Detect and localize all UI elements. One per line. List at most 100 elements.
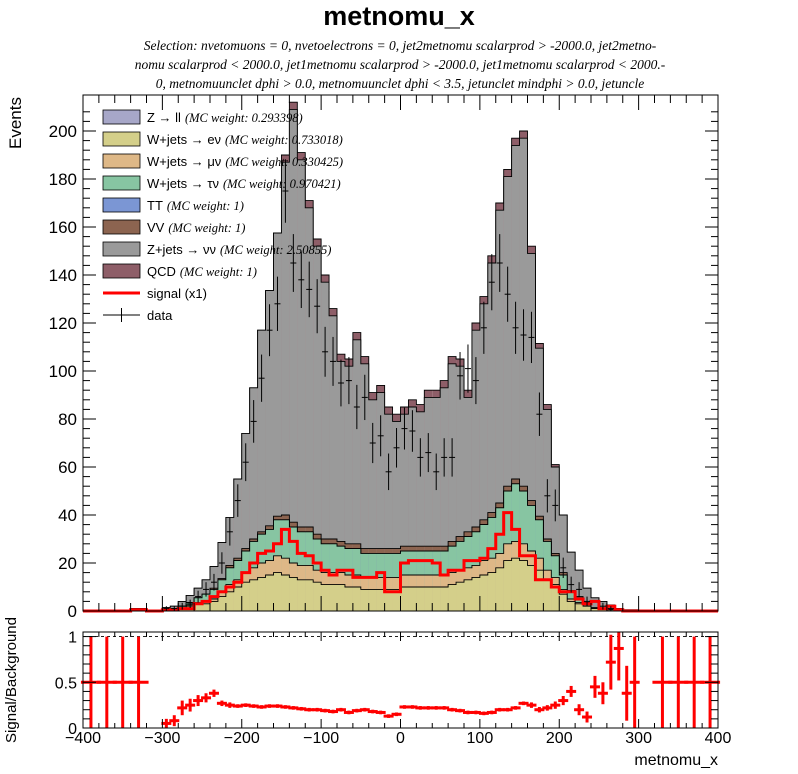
- stack-bar: [257, 577, 266, 611]
- stack-bar: [360, 589, 369, 611]
- stack-bar: [384, 414, 393, 611]
- legend-swatch: [102, 153, 141, 169]
- stack-bar: [225, 591, 234, 611]
- stack-bar: [265, 290, 274, 611]
- x-tick-label: −300: [144, 730, 180, 747]
- stack-bar: [368, 399, 377, 611]
- stack-bar: [344, 587, 353, 611]
- ratio-y-tick-label: 0.5: [55, 675, 77, 692]
- stack-bar: [479, 575, 488, 611]
- x-tick-label: −400: [65, 730, 101, 747]
- stack-bar: [392, 421, 401, 611]
- stack-bar: [456, 582, 464, 611]
- stack-bar: [503, 560, 512, 611]
- stack-bar: [591, 608, 599, 611]
- stack-bar: [575, 603, 584, 611]
- stack-bar: [329, 584, 337, 611]
- stack-bar: [440, 587, 449, 611]
- legend-swatch: [102, 131, 141, 147]
- x-axis-label: metnomu_x: [634, 752, 718, 769]
- stack-bar: [408, 587, 417, 611]
- stack-bar: [305, 207, 314, 612]
- stack-bar: [408, 407, 417, 611]
- legend-label: data: [147, 308, 173, 323]
- subtitle-line-3: 0, metnomuunclet dphi > 0.0, metnomuuncl…: [155, 76, 645, 91]
- stack-bar: [424, 397, 433, 611]
- stack-bar: [503, 176, 512, 611]
- ratio-x-axis: −400 −300 −200 −100 0 100 200 300 400 metnomu_x: [65, 632, 731, 769]
- stack-bar: [225, 517, 234, 611]
- stack-bar: [519, 560, 528, 611]
- stack-bar: [464, 397, 472, 611]
- legend-label: TT (MC weight: 1): [147, 198, 244, 213]
- ratio-y-tick-label: 1: [68, 630, 77, 647]
- main-y-axis: 0 20 40 60 80 100 120 140 160 180 200 Events: [6, 97, 718, 621]
- y-tick-label: 180: [49, 170, 77, 189]
- legend-swatch: [102, 197, 141, 213]
- stack-bar: [440, 387, 449, 611]
- chart-title: metnomu_x: [323, 1, 475, 31]
- stack-bar: [384, 589, 393, 611]
- stack-bar: [376, 589, 385, 611]
- stack-bar: [487, 572, 496, 611]
- stack-bar: [217, 542, 226, 611]
- y-tick-label: 80: [58, 410, 77, 429]
- stack-bar: [249, 579, 258, 611]
- stack-bar: [313, 582, 322, 611]
- subtitle-line-1: Selection: nvetomuons = 0, nvetoelectron…: [143, 38, 657, 53]
- y-tick-label: 160: [49, 218, 77, 237]
- stack-bar: [273, 572, 282, 611]
- y-tick-label: 140: [49, 266, 77, 285]
- stack-bar: [202, 603, 210, 611]
- stack-bar: [535, 348, 544, 611]
- stack-bar: [527, 253, 536, 611]
- x-tick-label: 400: [705, 730, 732, 747]
- stack-bar: [464, 579, 472, 611]
- stack-bar: [344, 366, 353, 611]
- stack-bar: [416, 411, 425, 611]
- legend-swatch: [102, 175, 141, 191]
- stack-bar: [257, 330, 266, 611]
- stack-bar: [241, 582, 250, 611]
- stack-bar: [432, 397, 441, 611]
- stack-bar: [400, 414, 409, 611]
- legend-swatch: [102, 241, 141, 257]
- stack-bar: [194, 603, 203, 611]
- signal-line: [83, 511, 718, 613]
- stack-series-1: [83, 557, 718, 612]
- stack-bar: [432, 587, 441, 611]
- stack-bar: [551, 467, 560, 611]
- x-tick-label: 0: [396, 730, 405, 747]
- stack-bar: [297, 579, 306, 611]
- legend-label: VV (MC weight: 1): [147, 220, 245, 235]
- stack-bar: [511, 145, 520, 611]
- legend-swatch: [102, 219, 141, 235]
- x-tick-label: 200: [546, 730, 573, 747]
- legend-label: W+jets → τν (MC weight: 0.970421): [147, 176, 341, 191]
- stack-bar: [519, 138, 528, 611]
- legend-swatch: [102, 109, 141, 125]
- stack-bar: [368, 589, 377, 611]
- stack-bar: [352, 587, 361, 611]
- stack-bar: [360, 363, 369, 611]
- stack-bar: [511, 558, 520, 611]
- stack-bar: [487, 263, 496, 611]
- stack-bar: [471, 330, 480, 611]
- stack-bar: [217, 596, 226, 611]
- stack-bar: [329, 315, 337, 611]
- legend-label: QCD (MC weight: 1): [147, 264, 257, 279]
- stack-bar: [471, 577, 480, 611]
- legend-label: W+jets → eν (MC weight: 0.733018): [147, 132, 343, 147]
- stack-bar: [456, 366, 464, 611]
- x-tick-label: 300: [625, 730, 652, 747]
- y-tick-label: 40: [58, 506, 77, 525]
- legend-label: Z+jets → νν (MC weight: 2.50855): [147, 242, 331, 257]
- y-tick-label: 120: [49, 314, 77, 333]
- stack-bar: [337, 361, 345, 611]
- stack-bar: [559, 594, 568, 611]
- stack-bar: [249, 387, 258, 611]
- x-tick-label: −200: [224, 730, 260, 747]
- main-x-ticks: [82, 95, 719, 611]
- legend-label: Z → ll (MC weight: 0.293398): [147, 110, 303, 125]
